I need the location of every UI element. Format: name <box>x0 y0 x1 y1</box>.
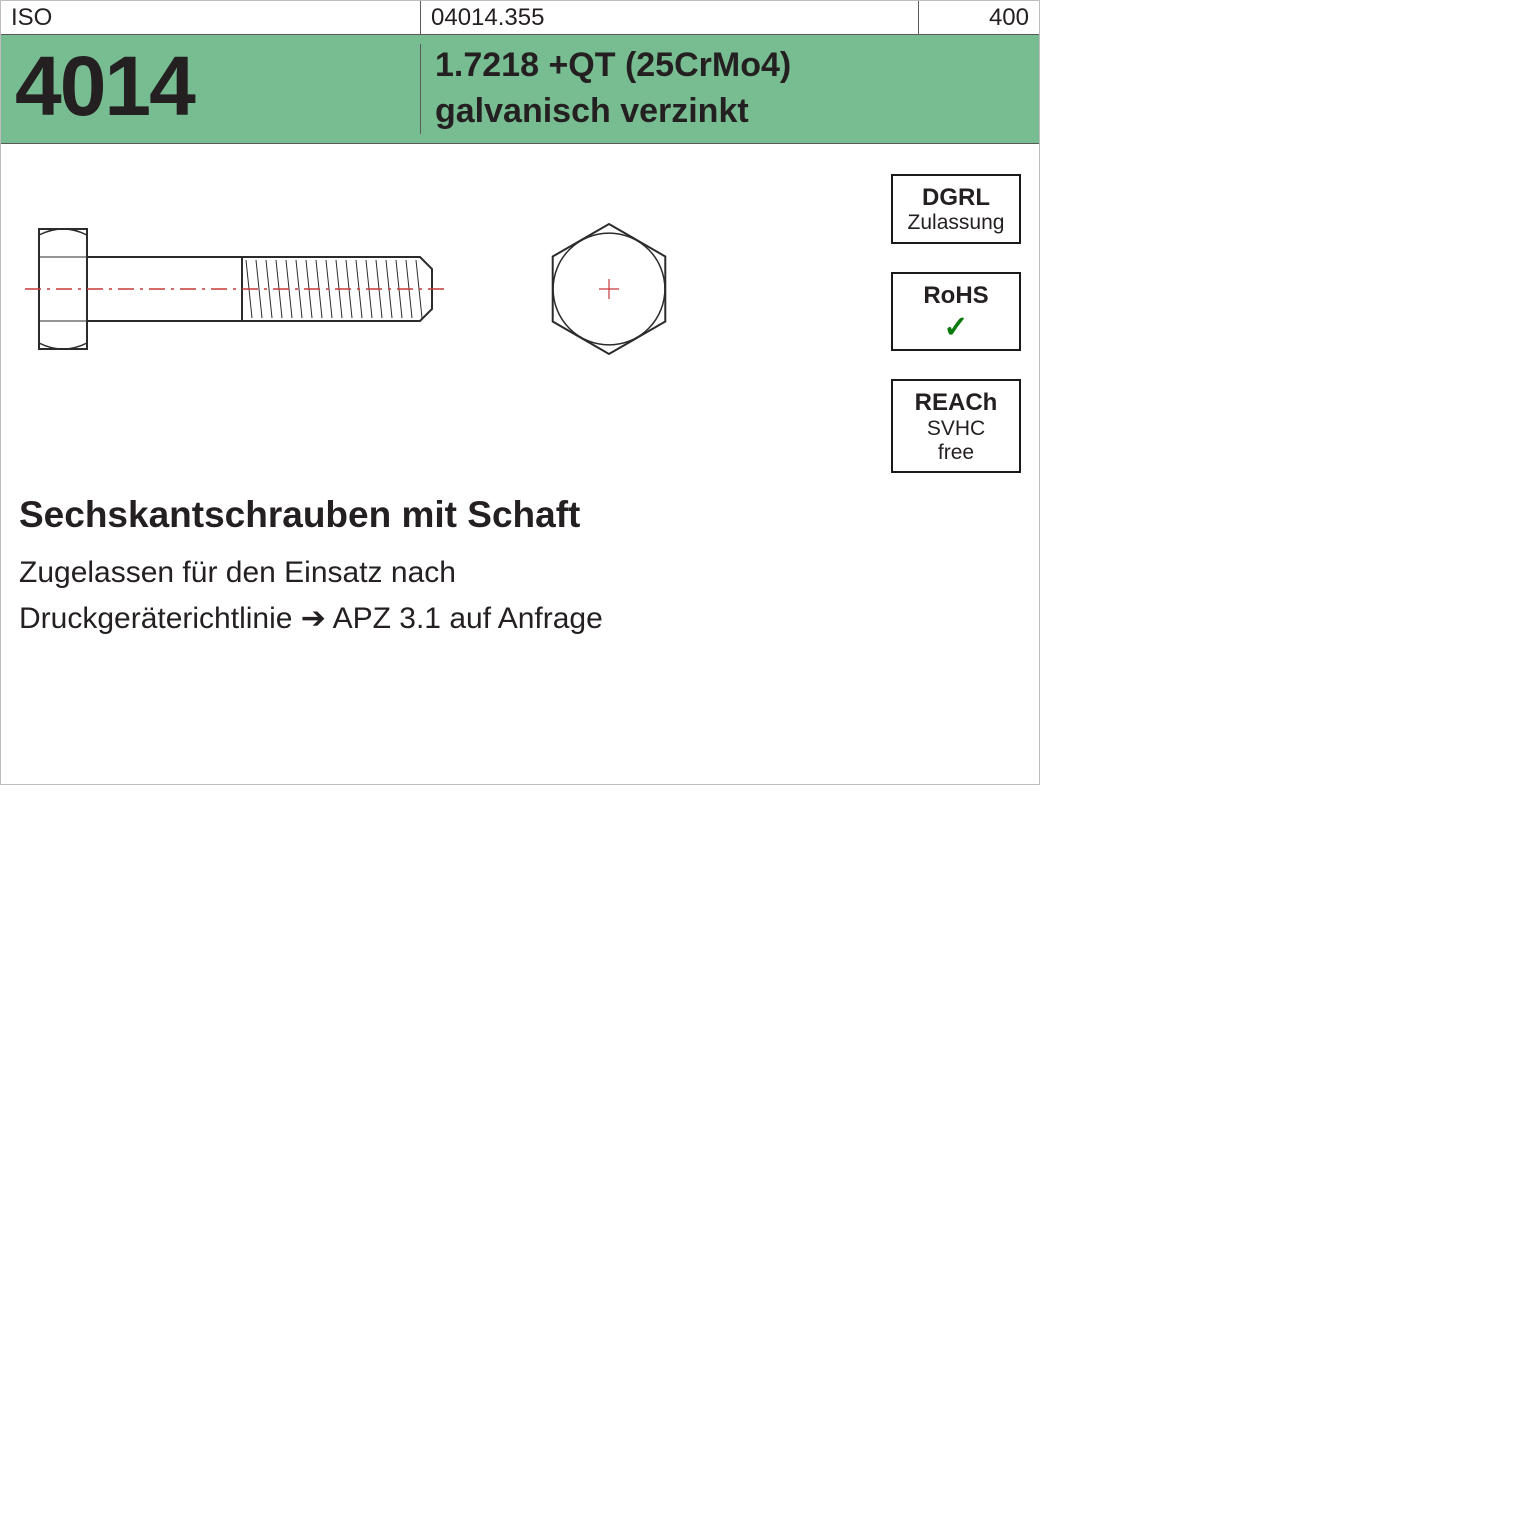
badge-reach: REAChSVHCfree <box>891 379 1021 473</box>
header-top-row: ISO 04014.355 400 <box>1 1 1039 35</box>
hdr-col-page: 400 <box>919 1 1039 34</box>
bolt-drawing <box>19 174 739 404</box>
hdr-col-code: 04014.355 <box>421 1 919 34</box>
compliance-badges: DGRLZulassung RoHS✓ REAChSVHCfree <box>891 174 1021 473</box>
finish-line: galvanisch verzinkt <box>435 89 1025 135</box>
datasheet-card: ISO 04014.355 400 4014 1.7218 +QT (25CrM… <box>0 0 1040 785</box>
material-line: 1.7218 +QT (25CrMo4) <box>435 43 1025 89</box>
desc-line2a: Druckgeräterichtlinie <box>19 602 301 635</box>
material-finish: 1.7218 +QT (25CrMo4) galvanisch verzinkt <box>421 35 1039 143</box>
desc-line1: Zugelassen für den Einsatz nach <box>19 556 456 589</box>
card-body: DGRLZulassung RoHS✓ REAChSVHCfree Sechskan… <box>1 144 1039 784</box>
badge-dgrl: DGRLZulassung <box>891 174 1021 244</box>
description-title: Sechskantschrauben mit Schaft <box>19 494 849 536</box>
desc-line2b: APZ 3.1 auf Anfrage <box>333 602 603 635</box>
description-body: Zugelassen für den Einsatz nach Druckger… <box>19 550 849 643</box>
standard-number: 4014 <box>1 44 421 134</box>
arrow-icon: ➔ <box>301 602 326 635</box>
hdr-col-standard: ISO <box>1 1 421 34</box>
description-block: Sechskantschrauben mit Schaft Zugelassen… <box>19 494 849 643</box>
badge-rohs: RoHS✓ <box>891 272 1021 352</box>
header-green-band: 4014 1.7218 +QT (25CrMo4) galvanisch ver… <box>1 35 1039 144</box>
